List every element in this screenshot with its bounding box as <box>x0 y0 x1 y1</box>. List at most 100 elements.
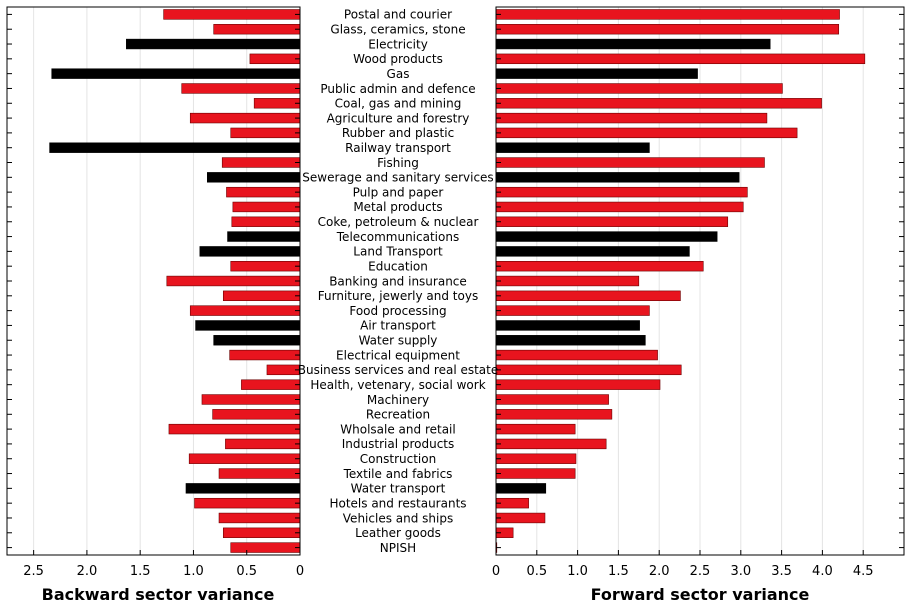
forward-bar <box>495 275 640 287</box>
backward-bar <box>230 127 301 139</box>
forward-bar <box>495 246 690 257</box>
backward-x-tick-label: 2.0 <box>77 564 98 579</box>
forward-bar <box>495 9 840 20</box>
backward-bar <box>168 423 301 435</box>
forward-bar <box>495 335 646 346</box>
sector-label: Gas <box>387 67 410 81</box>
backward-bar <box>195 320 301 331</box>
sector-label: NPISH <box>380 541 416 555</box>
forward-bar <box>495 231 718 242</box>
sector-label: Textile and fabrics <box>343 467 453 481</box>
sector-label: Recreation <box>366 408 430 422</box>
backward-x-tick-label: 1.0 <box>183 564 204 579</box>
sector-label: Food processing <box>349 304 446 318</box>
backward-bar <box>230 261 301 272</box>
backward-x-tick-label: 0.5 <box>236 564 257 579</box>
backward-bar <box>181 83 301 94</box>
forward-x-tick-label: 0 <box>492 564 500 579</box>
forward-bar <box>495 216 729 227</box>
backward-bar <box>213 335 301 346</box>
forward-bar <box>495 379 661 390</box>
sector-label: Electrical equipment <box>336 348 460 362</box>
sector-label: Railway transport <box>345 141 451 155</box>
forward-bar <box>495 38 771 50</box>
forward-bar <box>495 98 822 109</box>
backward-axis-title: Backward sector variance <box>42 585 275 604</box>
backward-bars <box>49 9 301 553</box>
backward-bar <box>166 275 301 287</box>
backward-bar <box>218 512 301 524</box>
sector-label: Glass, ceramics, stone <box>330 23 465 37</box>
backward-x-tick-label: 1.5 <box>130 564 151 579</box>
sector-label: Furniture, jewerly and toys <box>318 289 478 303</box>
forward-axis-title: Forward sector variance <box>591 585 810 604</box>
sector-label: Electricity <box>368 37 428 51</box>
sector-label: Education <box>368 259 428 273</box>
sector-label: Rubber and plastic <box>342 126 454 140</box>
forward-bar <box>495 112 768 124</box>
backward-bar <box>201 394 301 405</box>
forward-bar <box>495 127 798 139</box>
backward-bar <box>49 142 301 153</box>
forward-bar <box>495 423 576 435</box>
sector-label: Coke, petroleum & nuclear <box>318 215 479 229</box>
backward-bar <box>253 98 301 109</box>
forward-bar <box>495 483 547 494</box>
backward-bar <box>241 379 301 390</box>
forward-x-tick-label: 2.5 <box>690 564 711 579</box>
backward-x-tick-label: 0 <box>296 564 304 579</box>
backward-bar <box>163 9 301 20</box>
forward-x-tick-label: 1.0 <box>567 564 588 579</box>
backward-bar <box>207 172 301 183</box>
sector-label: Pulp and paper <box>353 185 444 199</box>
backward-bar <box>249 53 301 65</box>
backward-bar <box>227 231 301 242</box>
sector-label: Construction <box>360 452 436 466</box>
backward-bar <box>212 409 301 420</box>
backward-bar <box>232 201 301 213</box>
forward-bar <box>495 409 613 420</box>
backward-bar <box>185 483 301 494</box>
forward-x-tick-label: 4.0 <box>812 564 833 579</box>
sector-label: Industrial products <box>342 437 455 451</box>
backward-bar <box>194 497 301 509</box>
backward-bar <box>230 542 301 553</box>
sector-label: Air transport <box>360 319 436 333</box>
sector-label: Fishing <box>377 156 419 170</box>
sector-label: Water transport <box>351 482 446 496</box>
forward-bars <box>495 9 866 553</box>
sector-label: Banking and insurance <box>329 274 467 288</box>
backward-bar <box>229 349 301 361</box>
backward-bar <box>199 246 301 257</box>
forward-x-ticks: 0 0.5 1.0 1.5 2.0 2.5 3.0 3.5 4.0 4.5 <box>492 13 904 579</box>
forward-x-tick-label: 2.0 <box>649 564 670 579</box>
sector-label: Health, vetenary, social work <box>310 378 485 392</box>
forward-bar <box>495 290 681 301</box>
forward-x-tick-label: 4.5 <box>853 564 874 579</box>
backward-bar <box>188 453 301 464</box>
backward-bar <box>51 68 301 79</box>
backward-bar <box>218 468 301 479</box>
forward-bar <box>495 394 609 405</box>
backward-bar <box>226 186 301 198</box>
backward-bar <box>222 527 301 538</box>
sector-label: Wood products <box>353 52 443 66</box>
sector-label: Business services and real estate <box>298 363 499 377</box>
sector-label: Public admin and defence <box>320 82 475 96</box>
forward-bar <box>495 261 704 272</box>
forward-bar <box>495 186 748 198</box>
forward-bar <box>495 24 840 35</box>
sector-label: Vehicles and ships <box>343 511 453 525</box>
backward-bar <box>225 438 301 450</box>
forward-x-tick-label: 1.5 <box>608 564 629 579</box>
forward-bar <box>495 142 650 153</box>
forward-bar <box>495 512 546 524</box>
sector-label: Hotels and restaurants <box>329 496 466 510</box>
forward-bar <box>495 201 744 213</box>
sector-label: Metal products <box>353 200 442 214</box>
forward-bar <box>495 320 640 331</box>
forward-bar <box>495 68 698 79</box>
sector-label: Land Transport <box>353 245 443 259</box>
